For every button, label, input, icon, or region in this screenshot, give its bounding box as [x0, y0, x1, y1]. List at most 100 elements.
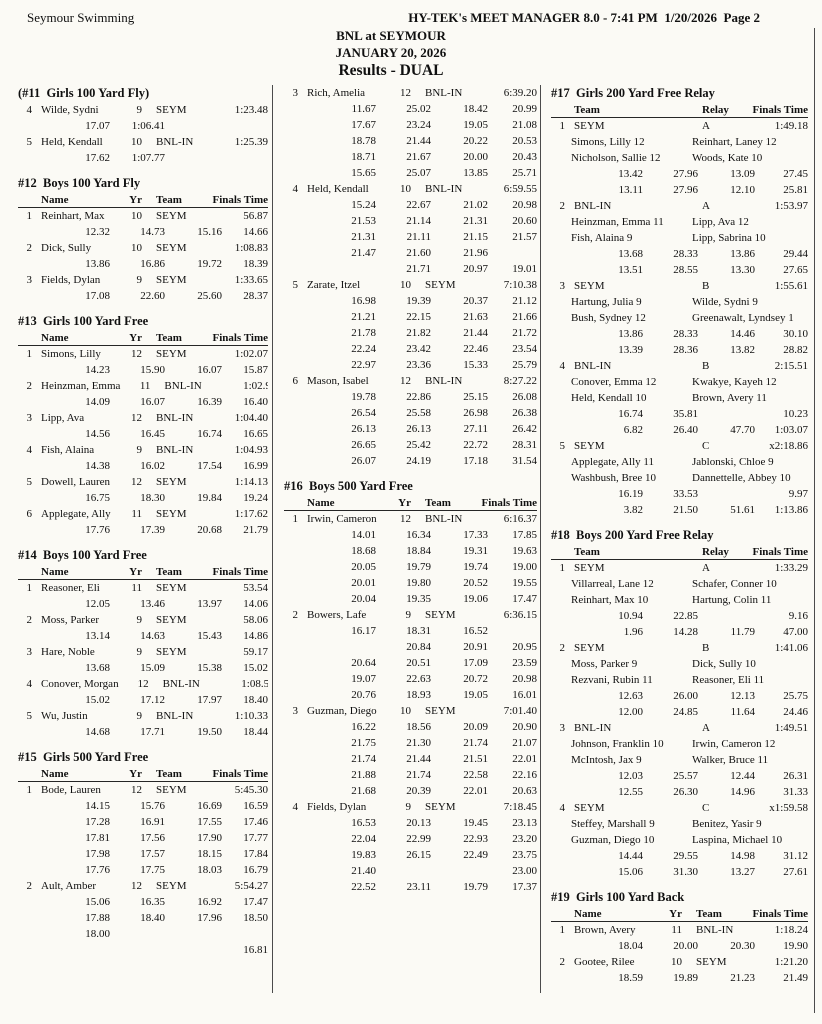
split-value: 10.94: [618, 610, 643, 622]
split-value: 28.31: [512, 439, 537, 451]
column-middle: 3 Rich, Amelia 12 BNL-IN 6:39.20 11.67 25.02 18…: [284, 85, 537, 895]
split-value: 16.65: [243, 428, 268, 440]
split-value: 16.45: [140, 428, 165, 440]
split-value: 25.79: [512, 359, 537, 371]
splits-row: 16.98 19.39 20.37 21.12: [284, 293, 537, 309]
split-value: 20.98: [512, 673, 537, 685]
relay-letter: B: [702, 280, 710, 292]
split-value: 21.74: [463, 737, 488, 749]
split-value: 16.22: [351, 721, 376, 733]
result-place: 6: [26, 508, 33, 520]
splits-row: 12.55 26.30 14.96 31.33: [551, 784, 808, 800]
splits-row: 15.06 31.30 13.27 27.61: [551, 864, 808, 880]
relay-swimmer: Nicholson, Sallie 12: [571, 152, 661, 164]
split-value: 13.51: [618, 264, 643, 276]
event-title: #12 Boys 100 Yard Fly: [18, 176, 141, 190]
relay-swimmers-row: Washbush, Bree 10 Dannettelle, Abbey 10: [551, 470, 808, 486]
split-value: 17.37: [512, 881, 537, 893]
splits-row: 17.81 17.56 17.90 17.77: [18, 830, 268, 846]
split-value: 24.19: [406, 455, 431, 467]
split-value: 20.90: [512, 721, 537, 733]
split-value: 25.07: [406, 167, 431, 179]
splits-row: 19.07 22.63 20.72 20.98: [284, 671, 537, 687]
relay-team-code: SEYM: [574, 642, 605, 654]
team-code: SEYM: [156, 582, 187, 594]
swimmer-name: Dowell, Lauren: [41, 476, 111, 488]
finals-time: 1:33.29: [774, 562, 808, 574]
split-value: 15.87: [243, 364, 268, 376]
finals-time: 6:16.37: [503, 513, 537, 525]
result-row: 1 Irwin, Cameron 12 BNL-IN 6:16.37: [284, 511, 538, 527]
swimmer-name: Guzman, Diego: [307, 705, 377, 717]
split-value: 25.15: [463, 391, 488, 403]
split-value: 51.61: [730, 504, 755, 516]
split-value: 26.54: [351, 407, 376, 419]
swimmer-year: 12: [131, 412, 142, 424]
relay-letter: A: [702, 200, 710, 212]
split-value: 27.65: [783, 264, 808, 276]
finals-time: 53.54: [243, 582, 268, 594]
splits-row: 20.05 19.79 19.74 19.00: [284, 559, 537, 575]
relay-swimmer: Fish, Alaina 9: [571, 232, 633, 244]
splits-row: 20.64 20.51 17.09 23.59: [284, 655, 537, 671]
split-value: 23.24: [406, 119, 431, 131]
split-value: 31.54: [512, 455, 537, 467]
split-value: 12.03: [618, 770, 643, 782]
header-yr: Yr: [129, 768, 142, 780]
split-value: 14.23: [85, 364, 110, 376]
split-value: [376, 863, 431, 879]
split-value: 19.45: [463, 817, 488, 829]
split-value: 18.04: [618, 940, 643, 952]
split-value: 22.72: [463, 439, 488, 451]
split-value: 27.45: [783, 168, 808, 180]
relay-team-code: BNL-IN: [574, 360, 612, 372]
split-value: 23.11: [406, 881, 431, 893]
split-value: 25.58: [406, 407, 431, 419]
swimmer-year: 11: [131, 508, 142, 520]
event-title: #14 Boys 100 Yard Free: [18, 548, 147, 562]
swimmer-name: Brown, Avery: [574, 924, 636, 936]
swimmer-year: 9: [136, 614, 143, 626]
team-code: SEYM: [156, 210, 187, 222]
split-value: 18.84: [406, 545, 431, 557]
split-value: 18.30: [140, 492, 165, 504]
relay-swimmers-row: Bush, Sydney 12 Greenawalt, Lyndsey 1: [551, 310, 808, 326]
split-value: 22.46: [463, 343, 488, 355]
split-value: 27.96: [673, 184, 698, 196]
splits-row: 14.68 17.71 19.50 18.44: [18, 724, 268, 740]
split-value: [222, 118, 268, 134]
split-value: 22.01: [463, 785, 488, 797]
swimmer-year: 9: [136, 710, 143, 722]
split-value: 19.79: [463, 881, 488, 893]
results-header-row: Name Yr Team Finals Time: [18, 192, 268, 208]
splits-row: 11.67 25.02 18.42 20.99: [284, 101, 537, 117]
split-value: 23.00: [512, 865, 537, 877]
split-value: 47.00: [783, 626, 808, 638]
header-spacer: [284, 495, 298, 510]
result-row: 1 Reasoner, Eli 11 SEYM 53.54: [18, 580, 269, 596]
finals-time: 1:23.48: [234, 104, 268, 116]
swimmer-name: Lipp, Ava: [41, 412, 85, 424]
relay-swimmer: Rezvani, Rubin 11: [571, 674, 653, 686]
split-value: 22.99: [406, 833, 431, 845]
header-finals-time: Finals Time: [752, 546, 808, 558]
split-value: 14.28: [673, 626, 698, 638]
swimmer-name: Zarate, Itzel: [307, 279, 361, 291]
split-value: 26.15: [406, 849, 431, 861]
splits-row: 17.62 1:07.77: [18, 150, 268, 166]
result-place: 4: [26, 104, 33, 116]
swimmer-year: 12: [131, 880, 142, 892]
split-value: 35.81: [673, 408, 698, 420]
split-value: 21.44: [406, 753, 431, 765]
relay-swimmer: Schafer, Conner 10: [692, 578, 777, 590]
split-value: 23.75: [512, 849, 537, 861]
split-value: 17.56: [140, 832, 165, 844]
splits-row: 18.59 19.89 21.23 21.49: [551, 970, 808, 986]
column-right: #17 Girls 200 Yard Free Relay Team Relay Fi…: [551, 85, 808, 986]
splits-row: 22.52 23.11 19.79 17.37: [284, 879, 537, 895]
split-value: 20.22: [463, 135, 488, 147]
splits-row: 22.04 22.99 22.93 23.20: [284, 831, 537, 847]
splits-row: 26.13 26.13 27.11 26.42: [284, 421, 537, 437]
splits-row: 13.14 14.63 15.43 14.86: [18, 628, 268, 644]
